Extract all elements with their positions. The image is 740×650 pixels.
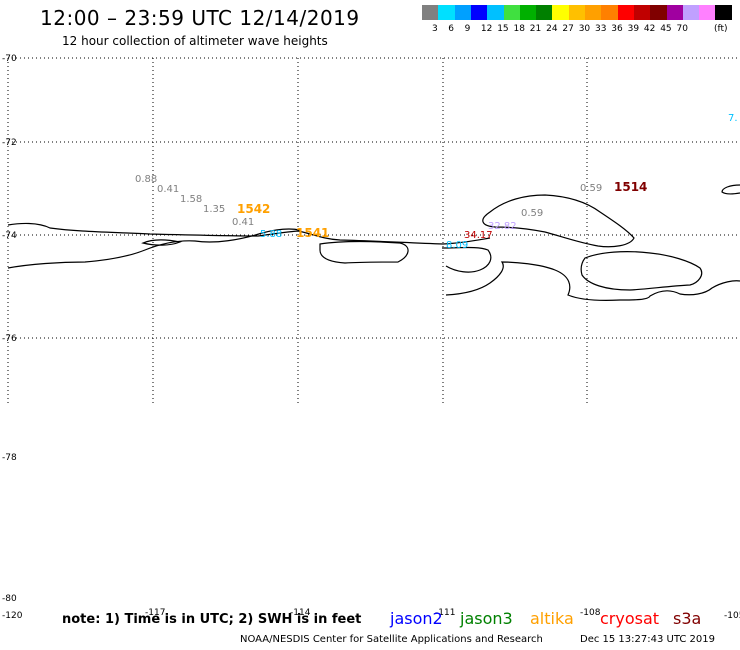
- latitude-labels: -70 -72 -74 -76 -78 -80: [2, 54, 17, 604]
- legend-swatch: [470, 5, 488, 20]
- legend-label: 70: [676, 24, 688, 34]
- wave-height-label: 1541: [296, 226, 329, 240]
- wave-height-label: 0.41: [157, 184, 179, 195]
- legend-swatch: [650, 5, 668, 20]
- legend-label: 6: [448, 24, 455, 34]
- wave-height-label: 0.88: [135, 174, 157, 185]
- legend-label: 39: [627, 24, 640, 34]
- coastline: [7, 184, 740, 301]
- wave-height-label: 0.59: [580, 183, 602, 194]
- satellite-jason3: jason3: [460, 609, 513, 628]
- satellite-cryosat: cryosat: [600, 609, 660, 628]
- legend-swatch: [666, 5, 684, 20]
- wave-height-label: 0.41: [232, 217, 254, 228]
- legend-swatch: [617, 5, 635, 20]
- legend-label: 9: [464, 24, 471, 34]
- legend-swatch: [438, 5, 456, 20]
- legend-label: (ft): [714, 24, 728, 34]
- longitude-label: -105: [724, 611, 740, 621]
- latitude-label: -72: [2, 138, 17, 148]
- wave-height-label: 32.82: [488, 221, 517, 232]
- longitude-label: -120: [2, 611, 23, 621]
- legend-swatch: [503, 5, 521, 20]
- legend-label: 30: [578, 24, 591, 34]
- longitude-label: -117: [145, 608, 165, 618]
- map-title: 12:00 – 23:59 UTC 12/14/2019: [40, 6, 360, 30]
- legend-label: 12: [480, 24, 493, 34]
- legend-label: 27: [562, 24, 574, 34]
- wave-height-label: 34.17: [464, 230, 493, 241]
- units-note: note: 1) Time is in UTC; 2) SWH is in fe…: [62, 612, 362, 627]
- legend-label: 15: [497, 24, 509, 34]
- legend-swatch: [519, 5, 537, 20]
- wave-height-label: 8.09: [446, 240, 468, 251]
- legend-swatch: [536, 5, 554, 20]
- legend-swatch: [715, 5, 733, 20]
- legend-swatch: [552, 5, 570, 20]
- legend-swatch: [682, 5, 700, 20]
- latitude-label: -78: [2, 453, 17, 463]
- wave-height-label: 1542: [237, 202, 270, 216]
- legend-swatch: [487, 5, 505, 20]
- wave-height-label: 0.59: [521, 208, 543, 219]
- legend-label: 33: [595, 24, 607, 34]
- legend-label: 42: [643, 24, 656, 34]
- legend-label: 24: [546, 24, 558, 34]
- generated-timestamp: Dec 15 13:27:43 UTC 2019: [580, 634, 715, 645]
- longitude-label: -114: [290, 608, 311, 618]
- longitude-label: -111: [435, 608, 455, 618]
- legend-label: 18: [513, 24, 525, 34]
- legend-label: 45: [660, 24, 672, 34]
- satellite-s3a: s3a: [673, 609, 702, 628]
- legend-swatch: [601, 5, 619, 20]
- wave-height-label: 1.35: [203, 204, 225, 215]
- map-subtitle: 12 hour collection of altimeter wave hei…: [62, 34, 328, 48]
- legend-swatch: [633, 5, 651, 20]
- latitude-label: -76: [2, 334, 17, 344]
- wave-height-label: 5.88: [260, 229, 282, 240]
- legend-swatch: [585, 5, 602, 20]
- credit-line: NOAA/NESDIS Center for Satellite Applica…: [240, 634, 543, 645]
- grid-lines: [7, 57, 740, 406]
- legend-swatch: [568, 5, 586, 20]
- legend-swatch: [699, 5, 717, 20]
- longitude-label: -108: [580, 608, 601, 618]
- satellite-jason2: jason2: [390, 609, 443, 628]
- legend-swatch: [454, 5, 472, 20]
- longitude-labels: -120 -117 -114 -111 -108 -105: [2, 608, 740, 621]
- legend-label: 21: [529, 24, 542, 34]
- legend-label: 36: [611, 24, 623, 34]
- wave-height-label: 7.: [728, 113, 738, 124]
- wave-height-label: 1514: [614, 180, 647, 194]
- latitude-label: -74: [2, 231, 17, 241]
- legend-swatch: [422, 5, 439, 20]
- satellite-altika: altika: [530, 609, 574, 628]
- legend-label: 3: [432, 24, 438, 34]
- latitude-label: -80: [2, 594, 17, 604]
- latitude-label: -70: [2, 54, 17, 64]
- wave-height-label: 1.58: [180, 194, 202, 205]
